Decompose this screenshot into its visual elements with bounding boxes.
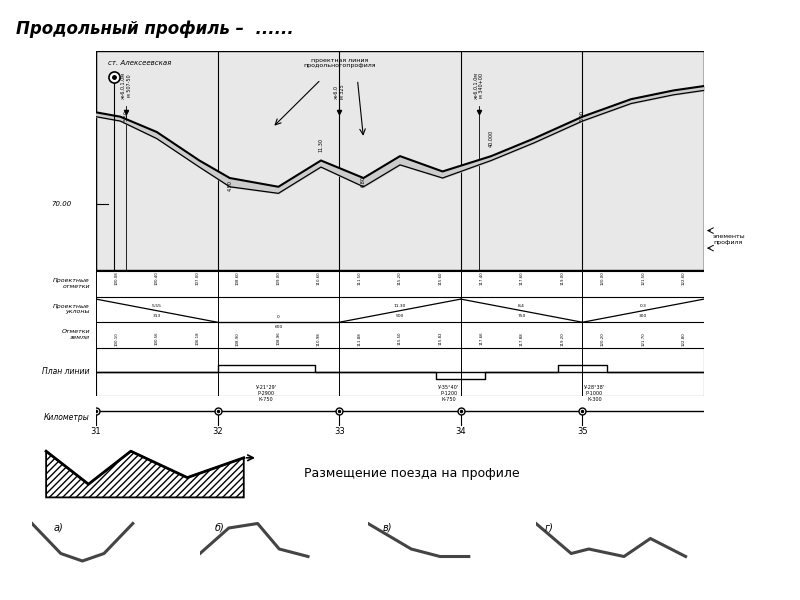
Text: 5.50: 5.50 [124, 110, 129, 121]
Text: а): а) [54, 522, 63, 532]
Text: 111.88: 111.88 [358, 332, 362, 346]
Text: 107.00: 107.00 [195, 271, 199, 284]
Text: 117.66: 117.66 [479, 332, 483, 346]
Text: Проектные
уклоны: Проектные уклоны [53, 304, 90, 314]
Text: 5.55: 5.55 [152, 304, 162, 308]
Text: 100.10: 100.10 [114, 332, 118, 346]
Text: элементы
профиля: элементы профиля [713, 234, 746, 245]
Text: Километры: Километры [44, 413, 90, 421]
Text: 115.82: 115.82 [438, 332, 442, 346]
Text: 6.80: 6.80 [361, 176, 366, 187]
Text: Продольный профиль –  ......: Продольный профиль – ...... [16, 19, 294, 37]
Text: 32: 32 [212, 427, 223, 436]
Text: 0.3: 0.3 [640, 304, 646, 308]
Text: 111.50: 111.50 [358, 271, 362, 284]
Text: 108.96: 108.96 [276, 332, 280, 346]
Text: 0: 0 [277, 315, 280, 319]
Text: 120.20: 120.20 [601, 332, 605, 346]
Text: 100.40: 100.40 [154, 271, 158, 284]
Text: 115.50: 115.50 [398, 332, 402, 346]
Text: 110.60: 110.60 [317, 271, 321, 284]
Text: ж-6.0,1.0м
м 340+00: ж-6.0,1.0м м 340+00 [474, 72, 485, 99]
Text: 120.00: 120.00 [601, 271, 605, 284]
Text: 313: 313 [153, 314, 161, 318]
Text: 100.56: 100.56 [154, 332, 158, 346]
Text: План линии: План линии [42, 367, 90, 377]
Text: 34: 34 [455, 427, 466, 436]
Text: У-28°38'
Р-1000
К-300: У-28°38' Р-1000 К-300 [584, 385, 605, 402]
Text: 121.70: 121.70 [642, 332, 646, 346]
Text: 500: 500 [396, 314, 404, 318]
Text: 31: 31 [90, 427, 102, 436]
Text: 600: 600 [274, 325, 282, 329]
Text: 119.20: 119.20 [560, 332, 564, 346]
Text: 115.20: 115.20 [398, 271, 402, 284]
Text: 35: 35 [577, 427, 588, 436]
Text: Проектные
отметки: Проектные отметки [53, 278, 90, 289]
Text: ст. Алексеевская: ст. Алексеевская [108, 60, 171, 66]
Text: 122.60: 122.60 [682, 271, 686, 284]
Polygon shape [46, 451, 244, 497]
Text: б): б) [214, 522, 224, 532]
Text: 8.4: 8.4 [518, 304, 525, 308]
Text: Отметки
земли: Отметки земли [62, 329, 90, 340]
Text: 108.90: 108.90 [236, 332, 240, 346]
Text: проектная линия
продольногопрофиля: проектная линия продольногопрофиля [303, 58, 375, 68]
Text: 11.30: 11.30 [394, 304, 406, 308]
Text: 115.60: 115.60 [438, 271, 442, 284]
Text: г): г) [545, 522, 554, 532]
Text: 119.00: 119.00 [560, 271, 564, 284]
Text: 117.60: 117.60 [520, 271, 524, 284]
Text: в): в) [382, 522, 392, 532]
Text: 110.98: 110.98 [317, 332, 321, 346]
Text: 109.00: 109.00 [276, 271, 280, 284]
Text: 750: 750 [518, 314, 526, 318]
Text: 100.08: 100.08 [114, 271, 118, 284]
Text: 4.50: 4.50 [227, 180, 232, 191]
Text: 5.00: 5.00 [580, 110, 585, 121]
Text: 300: 300 [639, 314, 647, 318]
Text: ж-6.0,1.0м
м 507-50: ж-6.0,1.0м м 507-50 [121, 72, 132, 99]
Text: У-21°29'
Р-2900
К-750: У-21°29' Р-2900 К-750 [256, 385, 277, 402]
Text: 106.18: 106.18 [195, 332, 199, 346]
Text: Размещение поезда на профиле: Размещение поезда на профиле [304, 467, 520, 481]
Text: 122.80: 122.80 [682, 332, 686, 346]
Text: 108.60: 108.60 [236, 271, 240, 284]
Text: 40.000: 40.000 [489, 130, 494, 148]
Text: 70.00: 70.00 [51, 202, 72, 208]
Text: 117.40: 117.40 [479, 271, 483, 284]
Text: 121.50: 121.50 [642, 271, 646, 284]
Text: ж-6.0
м 325: ж-6.0 м 325 [334, 85, 345, 99]
Text: 33: 33 [334, 427, 345, 436]
Text: 11.30: 11.30 [318, 138, 323, 152]
Text: У-35°40'
Р-1200
К-750: У-35°40' Р-1200 К-750 [438, 385, 459, 402]
Text: 117.88: 117.88 [520, 332, 524, 346]
